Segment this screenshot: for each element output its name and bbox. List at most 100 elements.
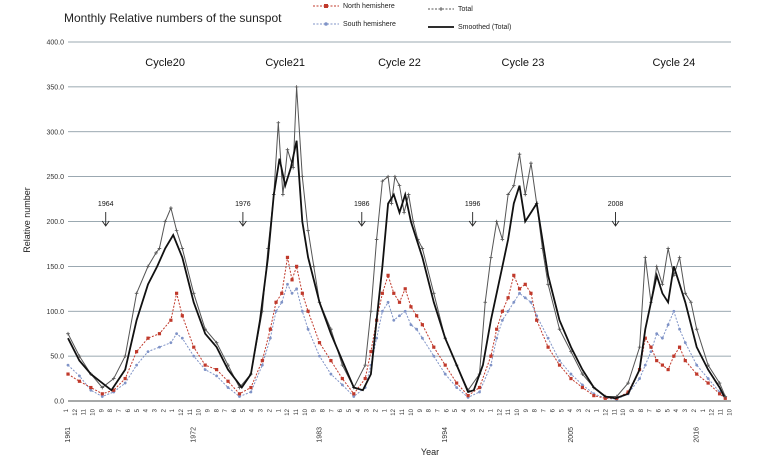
legend-item: North hemishere (313, 3, 395, 10)
data-point-north-hemishere (677, 345, 682, 349)
y-tick-label: 300.0 (46, 129, 64, 136)
minimum-year-label: 1986 (354, 201, 370, 208)
x-month-label: 8 (214, 408, 220, 412)
data-point-north-hemishere (529, 291, 533, 295)
data-point-south-hemishere (280, 300, 284, 304)
y-tick-label: 200.0 (46, 219, 64, 226)
x-month-label: 2 (161, 408, 167, 412)
data-point-north-hemishere (403, 287, 407, 291)
x-month-label: 8 (427, 408, 433, 412)
gridlines (68, 41, 731, 402)
data-point-north-hemishere (317, 341, 322, 345)
data-point-total (300, 174, 305, 179)
data-point-north-hemishere (569, 376, 573, 381)
x-month-label: 7 (648, 408, 654, 412)
x-month-label: 1 (595, 408, 601, 412)
x-month-label: 3 (471, 408, 477, 412)
data-point-north-hemishere (363, 376, 367, 381)
x-month-label: 9 (630, 408, 636, 412)
data-point-total (226, 363, 230, 367)
legend-marker (324, 4, 328, 8)
data-point-south-hemishere (666, 323, 670, 327)
data-point-south-hemishere (375, 336, 379, 340)
data-point-south-hemishere (249, 390, 253, 394)
data-point-north-hemishere (203, 363, 207, 367)
data-point-south-hemishere (286, 282, 289, 286)
x-month-label: 4 (674, 408, 680, 412)
minimum-year-label: 1976 (235, 201, 251, 208)
data-point-south-hemishere (352, 395, 356, 398)
data-point-south-hemishere (672, 309, 676, 313)
x-month-label: 3 (365, 408, 371, 412)
data-point-south-hemishere (158, 345, 161, 349)
x-month-label: 6 (126, 408, 132, 412)
data-point-north-hemishere (546, 345, 550, 349)
data-point-north-hemishere (134, 350, 139, 354)
data-point-north-hemishere (643, 336, 647, 340)
x-month-label: 4 (356, 408, 362, 412)
data-point-north-hemishere (280, 291, 284, 295)
data-point-total (694, 327, 699, 331)
data-point-total (637, 345, 642, 349)
data-point-total (626, 381, 630, 385)
data-point-north-hemishere (89, 385, 93, 390)
x-month-label: 1 (489, 408, 495, 412)
data-point-north-hemishere (592, 394, 596, 398)
data-point-north-hemishere (455, 381, 459, 385)
x-month-label: 2 (692, 408, 698, 412)
data-point-total (580, 372, 585, 376)
data-point-total (285, 147, 290, 152)
data-point-south-hemishere (443, 372, 447, 376)
down-arrow-icon (357, 212, 366, 227)
data-point-total (569, 349, 573, 354)
data-point-total (214, 340, 219, 345)
x-month-label: 10 (91, 408, 97, 415)
data-point-north-hemishere (717, 392, 722, 396)
legend-item: Smoothed (Total) (428, 24, 511, 31)
data-point-total (77, 354, 82, 358)
data-point-south-hemishere (706, 377, 710, 380)
data-point-north-hemishere (695, 372, 699, 376)
data-point-south-hemishere (678, 327, 681, 331)
data-point-north-hemishere (409, 305, 413, 309)
data-point-north-hemishere (169, 318, 173, 322)
data-point-total (369, 309, 373, 314)
x-month-label: 10 (303, 408, 309, 415)
x-month-label: 4 (144, 408, 150, 412)
data-point-north-hemishere (268, 327, 272, 331)
data-point-total (374, 237, 379, 242)
data-point-total (169, 206, 173, 210)
data-point-south-hemishere (398, 314, 401, 318)
data-point-south-hemishere (78, 374, 81, 378)
data-point-north-hemishere (352, 392, 356, 396)
data-point-south-hemishere (495, 336, 499, 340)
legend-item: South hemishere (313, 21, 396, 28)
data-point-south-hemishere (318, 354, 321, 358)
x-month-label: 1 (382, 408, 388, 412)
cycle-label: Cycle 23 (502, 57, 545, 69)
data-point-north-hemishere (180, 314, 184, 318)
data-point-south-hemishere (180, 336, 184, 340)
data-point-south-hemishere (569, 372, 573, 376)
y-tick-label: 150.0 (46, 264, 64, 271)
minimum-markers: 1964 1976 1986 1996 2008 (98, 201, 623, 227)
y-tick-label: 0.0 (54, 399, 64, 406)
data-point-north-hemishere (306, 309, 310, 313)
data-point-total (512, 183, 516, 188)
x-month-label: 5 (347, 408, 353, 412)
data-point-north-hemishere (192, 345, 196, 349)
x-month-label: 1 (64, 408, 70, 412)
x-month-label: 4 (250, 408, 256, 412)
data-point-total (163, 219, 167, 224)
data-point-total (660, 282, 665, 287)
data-point-south-hemishere (226, 386, 230, 389)
data-point-south-hemishere (415, 327, 419, 331)
x-month-label: 9 (99, 408, 105, 412)
x-month-label: 2 (267, 408, 273, 412)
x-month-label: 7 (223, 408, 229, 412)
data-point-total (683, 291, 688, 296)
x-axis-label: Year (421, 447, 439, 457)
x-month-label: 8 (108, 408, 114, 412)
data-point-total (483, 300, 488, 305)
x-month-label: 7 (435, 408, 441, 412)
